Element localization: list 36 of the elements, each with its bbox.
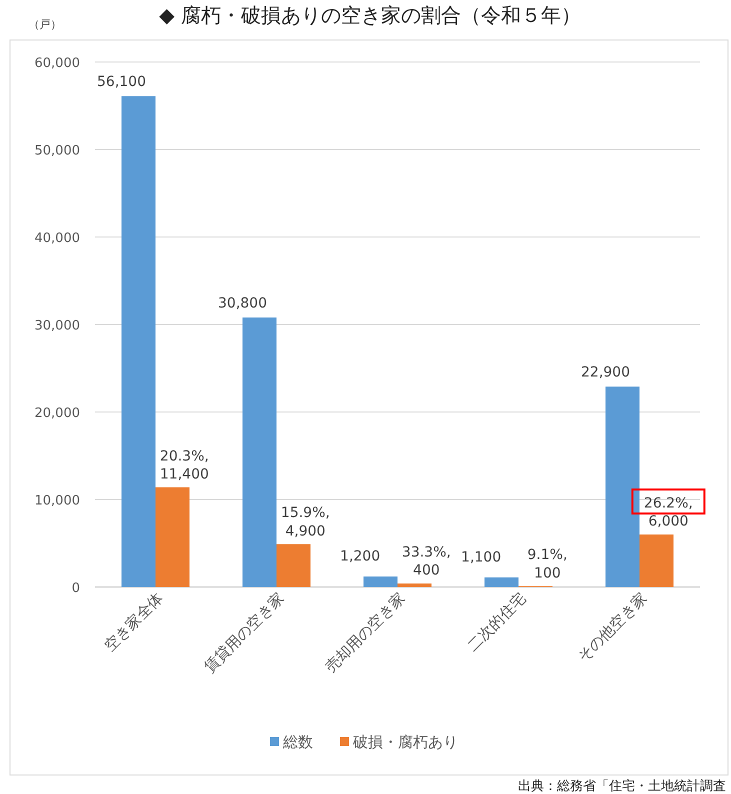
- data-label: 1,100: [461, 549, 502, 566]
- x-tick-label: 二次的住宅: [464, 589, 530, 655]
- source-note: 出典：総務省「住宅・土地統計調査: [518, 778, 726, 794]
- x-tick-label: その他空き家: [574, 589, 650, 666]
- y-tick-label: 40,000: [34, 231, 80, 246]
- data-label: 22,900: [581, 364, 630, 381]
- y-tick-label: 0: [72, 581, 80, 596]
- y-tick-label: 50,000: [34, 144, 80, 158]
- bar: [156, 487, 190, 587]
- legend-label: 破損・腐朽あり: [352, 733, 458, 751]
- y-tick-label: 30,000: [34, 318, 80, 334]
- bar: [242, 318, 276, 587]
- bar: [640, 534, 674, 587]
- y-tick-label: 10,000: [34, 494, 80, 508]
- bar: [398, 584, 432, 587]
- bar: [364, 576, 398, 587]
- y-tick-label: 20,000: [34, 406, 80, 421]
- bar: [276, 544, 310, 587]
- x-tick-label: 空き家全体: [100, 589, 166, 655]
- y-tick-label: 60,000: [34, 56, 80, 71]
- bar: [122, 96, 156, 587]
- data-label: 20.3%, 11,400: [160, 448, 209, 482]
- data-label: 33.3%, 400: [402, 544, 451, 579]
- data-label: 30,800: [218, 296, 267, 312]
- x-tick-label: 売却用の空き家: [321, 589, 408, 676]
- data-label: 56,100: [97, 74, 146, 90]
- data-label: 9.1%, 100: [527, 547, 568, 582]
- y-axis-title: （戸）: [28, 18, 62, 31]
- bar: [606, 386, 640, 587]
- data-label: 1,200: [340, 548, 380, 564]
- chart-title: ◆ 腐朽・破損ありの空き家の割合（令和５年）: [159, 3, 581, 27]
- data-label: 15.9%, 4,900: [280, 505, 330, 540]
- x-tick-label: 賃貸用の空き家: [200, 589, 288, 676]
- data-label: 26.2%, 6,000: [644, 496, 693, 530]
- legend-label: 総数: [282, 733, 313, 751]
- bar: [484, 577, 518, 587]
